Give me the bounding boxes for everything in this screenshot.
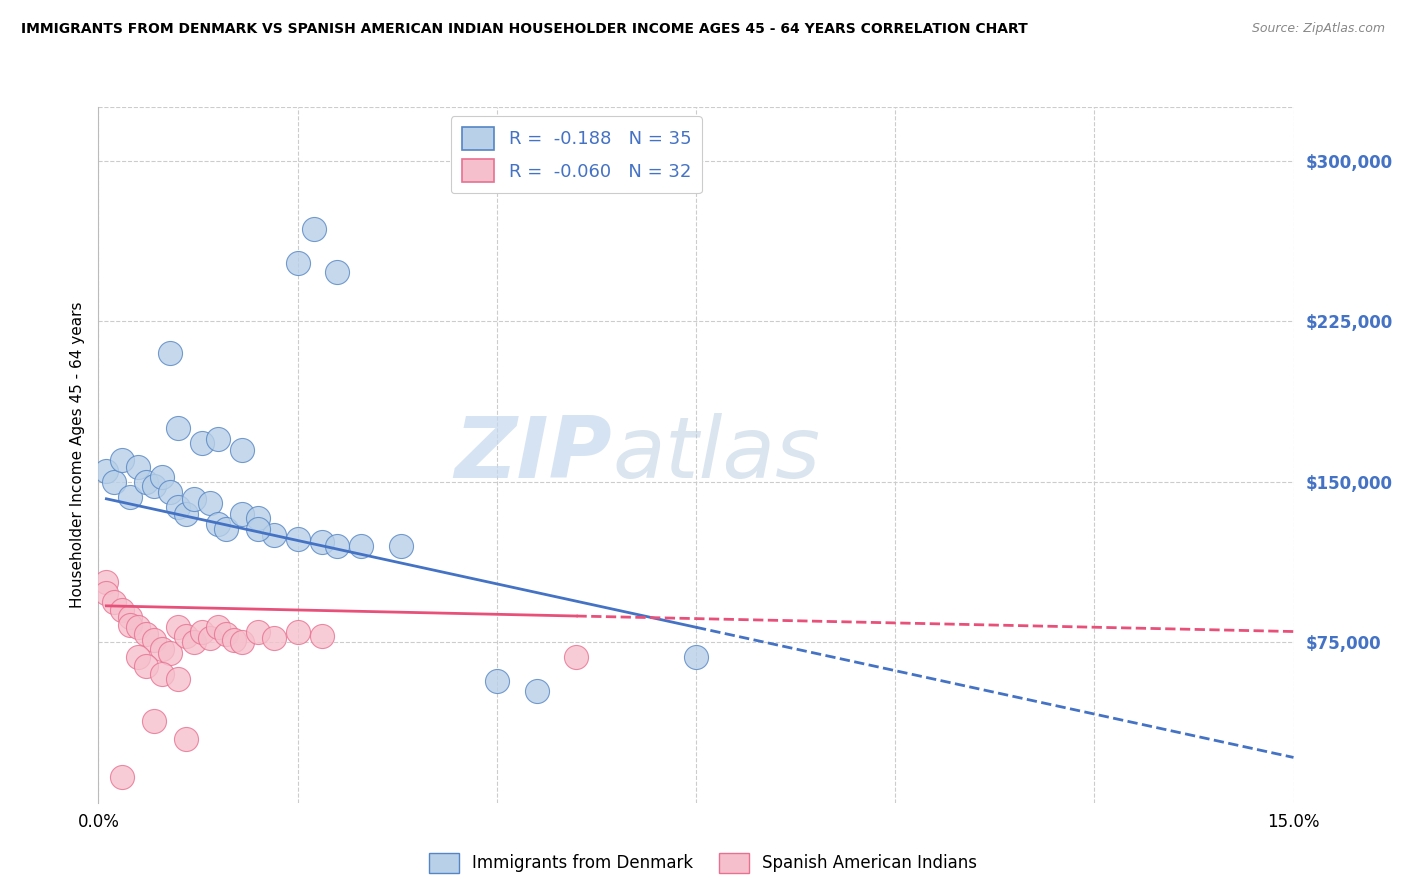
Point: [565, 650, 588, 665]
Point: [143, 633, 166, 648]
Point: [174, 507, 197, 521]
Point: [96, 464, 118, 478]
Point: [287, 256, 309, 270]
Point: [207, 620, 229, 634]
Point: [111, 453, 134, 467]
Point: [111, 603, 134, 617]
Point: [103, 594, 125, 608]
Text: Source: ZipAtlas.com: Source: ZipAtlas.com: [1251, 22, 1385, 36]
Legend: Immigrants from Denmark, Spanish American Indians: Immigrants from Denmark, Spanish America…: [422, 847, 984, 880]
Point: [207, 517, 229, 532]
Point: [526, 684, 548, 698]
Point: [183, 491, 205, 506]
Point: [174, 629, 197, 643]
Point: [326, 265, 349, 279]
Point: [135, 626, 157, 640]
Point: [207, 432, 229, 446]
Point: [143, 479, 166, 493]
Point: [120, 490, 142, 504]
Point: [246, 522, 269, 536]
Point: [120, 609, 142, 624]
Point: [231, 442, 253, 457]
Point: [150, 667, 173, 681]
Point: [191, 624, 214, 639]
Point: [198, 496, 221, 510]
Point: [135, 658, 157, 673]
Point: [127, 650, 149, 665]
Point: [287, 533, 309, 547]
Point: [167, 421, 190, 435]
Point: [120, 618, 142, 632]
Point: [183, 635, 205, 649]
Point: [159, 646, 181, 660]
Point: [685, 650, 707, 665]
Point: [263, 631, 285, 645]
Point: [127, 459, 149, 474]
Point: [191, 436, 214, 450]
Point: [246, 624, 269, 639]
Point: [350, 539, 373, 553]
Point: [135, 475, 157, 489]
Point: [311, 534, 333, 549]
Point: [150, 470, 173, 484]
Point: [167, 672, 190, 686]
Point: [222, 633, 245, 648]
Point: [231, 635, 253, 649]
Point: [198, 631, 221, 645]
Text: ZIP: ZIP: [454, 413, 613, 497]
Point: [302, 222, 325, 236]
Point: [263, 528, 285, 542]
Point: [326, 539, 349, 553]
Point: [111, 770, 134, 784]
Text: IMMIGRANTS FROM DENMARK VS SPANISH AMERICAN INDIAN HOUSEHOLDER INCOME AGES 45 - : IMMIGRANTS FROM DENMARK VS SPANISH AMERI…: [21, 22, 1028, 37]
Point: [174, 731, 197, 746]
Point: [150, 641, 173, 656]
Point: [246, 511, 269, 525]
Point: [96, 575, 118, 590]
Legend: R =  -0.188   N = 35, R =  -0.060   N = 32: R = -0.188 N = 35, R = -0.060 N = 32: [451, 116, 702, 194]
Point: [311, 629, 333, 643]
Point: [143, 714, 166, 729]
Point: [389, 539, 412, 553]
Point: [167, 620, 190, 634]
Point: [231, 507, 253, 521]
Point: [287, 624, 309, 639]
Point: [96, 586, 118, 600]
Point: [159, 346, 181, 360]
Point: [103, 475, 125, 489]
Point: [127, 620, 149, 634]
Point: [167, 500, 190, 515]
Point: [485, 673, 508, 688]
Y-axis label: Householder Income Ages 45 - 64 years: Householder Income Ages 45 - 64 years: [69, 301, 84, 608]
Point: [215, 522, 238, 536]
Point: [215, 626, 238, 640]
Text: atlas: atlas: [613, 413, 820, 497]
Point: [159, 485, 181, 500]
